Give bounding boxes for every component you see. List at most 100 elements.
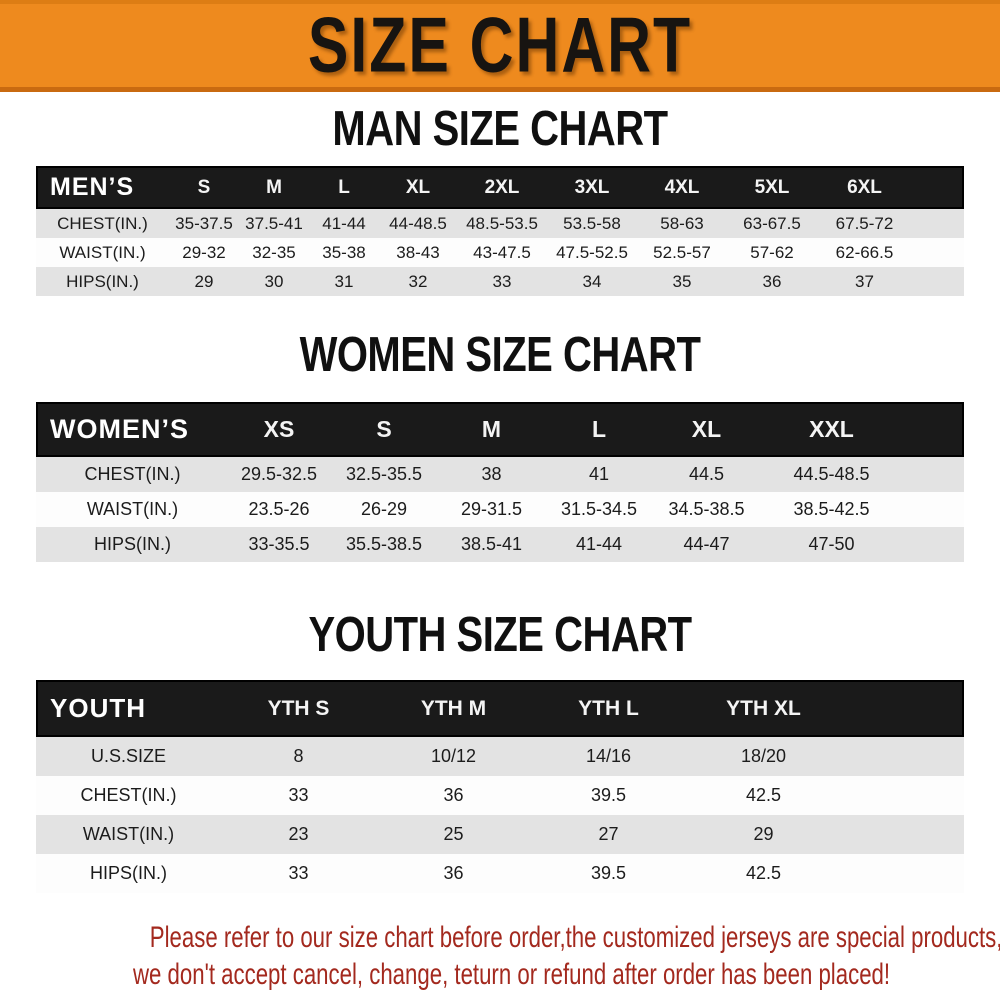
value-cell: 36 xyxy=(443,785,464,805)
measurement-row: CHEST(IN.) 33 36 39.5 42.5 xyxy=(36,776,964,815)
row-filler-cell xyxy=(912,209,964,238)
value-cell: 18/20 xyxy=(740,746,787,766)
table-header-row: WOMEN’S XS S M L XL XXL xyxy=(36,402,964,457)
measurement-row: WAIST(IN.) 29-32 32-35 35-38 38-43 43-47.5 47.… xyxy=(36,238,964,267)
section-heading-text: MAN SIZE CHART xyxy=(332,102,668,156)
value-cell: 39.5 xyxy=(590,863,627,883)
size-column-header: 2XL xyxy=(457,166,547,209)
value-cell: 37.5-41 xyxy=(245,213,303,233)
value-cell: 41-44 xyxy=(575,534,623,554)
value-cell: 29-32 xyxy=(182,242,226,262)
row-label-cell: HIPS(IN.) xyxy=(89,863,167,883)
section-youth-size-chart: YOUTH SIZE CHART YOUTH YTH S YTH M YTH L YTH … xyxy=(0,608,1000,893)
value-cell: 35-37.5 xyxy=(175,213,233,233)
value-cell: 34.5-38.5 xyxy=(668,499,745,519)
measurement-row: U.S.SIZE 8 10/12 14/16 18/20 xyxy=(36,737,964,776)
size-column-header: 3XL xyxy=(547,166,637,209)
row-filler-cell xyxy=(841,815,964,854)
row-label-cell: WAIST(IN.) xyxy=(86,499,179,519)
measurement-row: HIPS(IN.) 33-35.5 35.5-38.5 38.5-41 41-44 44-… xyxy=(36,527,964,562)
value-cell: 29.5-32.5 xyxy=(240,464,318,484)
row-filler-cell xyxy=(912,238,964,267)
size-column-header: XXL xyxy=(759,402,904,457)
value-cell: 41-44 xyxy=(322,213,366,233)
row-label-cell: WAIST(IN.) xyxy=(82,824,175,844)
section-men-size-chart: MAN SIZE CHART MEN’S S M L XL 2XL 3XL 4XL 5XL 6XL C… xyxy=(0,102,1000,296)
value-cell: 58-63 xyxy=(660,213,704,233)
size-column-header: YTH M xyxy=(376,680,531,737)
value-cell: 31.5-34.5 xyxy=(560,499,638,519)
value-cell: 33 xyxy=(492,271,512,291)
size-column-header: M xyxy=(239,166,309,209)
measurement-row: CHEST(IN.) 29.5-32.5 32.5-35.5 38 41 44.5 44.5… xyxy=(36,457,964,492)
women-size-table: WOMEN’S XS S M L XL XXL CHEST(IN.) 29.5-32.5 32.5… xyxy=(36,402,964,562)
value-cell: 62-66.5 xyxy=(835,242,894,262)
value-cell: 35-38 xyxy=(322,242,366,262)
value-cell: 14/16 xyxy=(585,746,632,766)
value-cell: 39.5 xyxy=(590,785,627,805)
size-chart-sections: MAN SIZE CHART MEN’S S M L XL 2XL 3XL 4XL 5XL 6XL C… xyxy=(0,102,1000,893)
value-cell: 33 xyxy=(288,785,309,805)
size-column-header: M xyxy=(439,402,544,457)
section-women-size-chart: WOMEN SIZE CHART WOMEN’S XS S M L XL XXL CHEST(I… xyxy=(0,328,1000,562)
value-cell: 29 xyxy=(753,824,774,844)
measurement-row: WAIST(IN.) 23 25 27 29 xyxy=(36,815,964,854)
disclaimer-line-1-wrap: Please refer to our size chart before or… xyxy=(0,919,1000,956)
value-cell: 38.5-42.5 xyxy=(793,499,870,519)
value-cell: 38 xyxy=(481,464,502,484)
value-cell: 34 xyxy=(582,271,602,291)
section-heading-text: YOUTH SIZE CHART xyxy=(308,608,692,662)
disclaimer-line-1: Please refer to our size chart before or… xyxy=(149,921,1000,954)
section-heading-text: WOMEN SIZE CHART xyxy=(299,328,701,382)
row-filler-cell xyxy=(904,492,964,527)
value-cell: 47.5-52.5 xyxy=(556,242,628,262)
value-cell: 32.5-35.5 xyxy=(345,464,423,484)
banner: SIZE CHART xyxy=(0,0,1000,92)
size-column-header: 4XL xyxy=(637,166,727,209)
measurement-row: HIPS(IN.) 33 36 39.5 42.5 xyxy=(36,854,964,893)
value-cell: 53.5-58 xyxy=(563,213,621,233)
value-cell: 30 xyxy=(264,271,284,291)
size-column-header: 6XL xyxy=(817,166,912,209)
value-cell: 48.5-53.5 xyxy=(466,213,538,233)
disclaimer: Please refer to our size chart before or… xyxy=(0,919,1000,993)
value-cell: 44-48.5 xyxy=(389,213,447,233)
value-cell: 47-50 xyxy=(808,534,855,554)
size-column-header: XL xyxy=(379,166,457,209)
measurement-row: HIPS(IN.) 29 30 31 32 33 34 35 36 37 xyxy=(36,267,964,296)
size-column-header: YTH L xyxy=(531,680,686,737)
value-cell: 8 xyxy=(293,746,304,766)
header-filler-cell xyxy=(904,402,964,457)
header-filler-cell xyxy=(841,680,964,737)
size-column-header: XS xyxy=(229,402,329,457)
size-column-header: L xyxy=(309,166,379,209)
header-label-cell: YOUTH xyxy=(36,680,221,737)
value-cell: 42.5 xyxy=(745,785,782,805)
value-cell: 36 xyxy=(443,863,464,883)
value-cell: 44.5-48.5 xyxy=(793,464,870,484)
size-column-header: L xyxy=(544,402,654,457)
row-filler-cell xyxy=(841,776,964,815)
value-cell: 31 xyxy=(334,271,354,291)
value-cell: 67.5-72 xyxy=(835,213,894,233)
row-label-cell: CHEST(IN.) xyxy=(84,464,181,484)
size-column-header: YTH S xyxy=(221,680,376,737)
value-cell: 44.5 xyxy=(688,464,725,484)
youth-size-table: YOUTH YTH S YTH M YTH L YTH XL U.S.SIZE 8 10/12… xyxy=(36,680,964,893)
section-heading-youth: YOUTH SIZE CHART xyxy=(0,608,1000,662)
row-label-cell: U.S.SIZE xyxy=(90,746,166,766)
size-column-header: S xyxy=(169,166,239,209)
table-header-row: YOUTH YTH S YTH M YTH L YTH XL xyxy=(36,680,964,737)
value-cell: 44-47 xyxy=(683,534,730,554)
section-heading-women: WOMEN SIZE CHART xyxy=(0,328,1000,382)
value-cell: 23.5-26 xyxy=(248,499,310,519)
row-label-cell: CHEST(IN.) xyxy=(57,213,148,233)
table-header-row: MEN’S S M L XL 2XL 3XL 4XL 5XL 6XL xyxy=(36,166,964,209)
value-cell: 35.5-38.5 xyxy=(345,534,423,554)
value-cell: 57-62 xyxy=(750,242,794,262)
measurement-row: WAIST(IN.) 23.5-26 26-29 29-31.5 31.5-34.5 34… xyxy=(36,492,964,527)
disclaimer-line-2-wrap: we don't accept cancel, change, teturn o… xyxy=(0,956,1000,993)
value-cell: 63-67.5 xyxy=(743,213,801,233)
value-cell: 38-43 xyxy=(396,242,440,262)
